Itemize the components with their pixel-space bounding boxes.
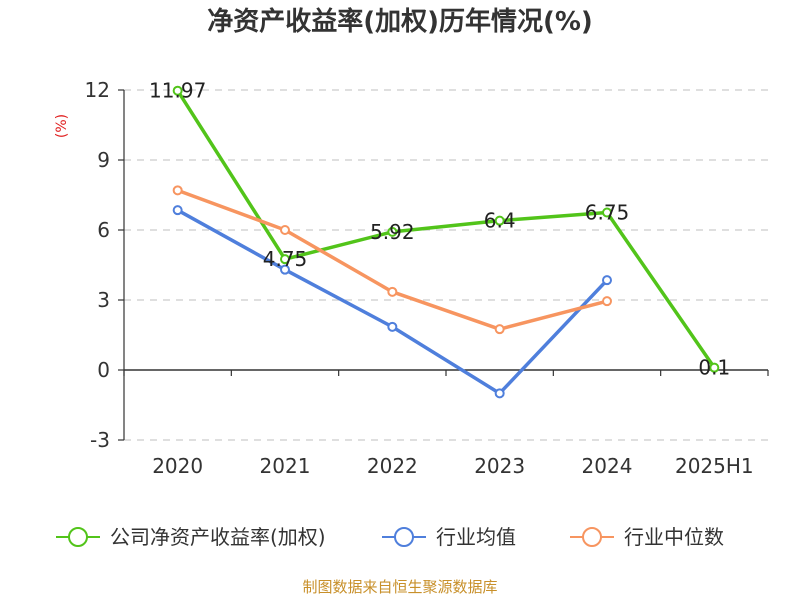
data-point[interactable] [172, 205, 183, 216]
data-point[interactable] [494, 388, 505, 399]
legend-swatch-marker[interactable] [582, 527, 602, 547]
data-label: 4.75 [263, 247, 308, 271]
series-line-0 [176, 89, 716, 369]
data-label: 5.92 [370, 220, 415, 244]
data-point[interactable] [280, 264, 290, 275]
data-label: 6.75 [585, 201, 630, 225]
y-tick-label: 0 [97, 358, 110, 382]
data-point[interactable] [494, 215, 505, 226]
x-tick-label: 2021 [260, 454, 311, 478]
x-tick-label: 2025H1 [675, 454, 754, 478]
data-labels: 11.97 4.75 5.92 6.4 6.75 0.1 [149, 79, 730, 380]
series-line-2 [177, 188, 608, 331]
data-point[interactable] [172, 85, 183, 96]
legend-label[interactable]: 行业中位数 [624, 525, 724, 549]
x-tick-label: 2020 [152, 454, 203, 478]
source-note: 制图数据来自恒生聚源数据库 [302, 578, 497, 596]
y-tick-label: 12 [85, 78, 110, 102]
legend-swatch-marker[interactable] [68, 527, 88, 547]
data-point[interactable] [280, 225, 290, 235]
y-tick-label: 9 [97, 148, 110, 172]
legend-swatch-marker[interactable] [394, 527, 414, 547]
data-point[interactable] [709, 362, 720, 373]
data-label: 11.97 [149, 79, 206, 103]
y-tick-label: 6 [97, 218, 110, 242]
chart-title: 净资产收益率(加权)历年情况(%) [207, 6, 593, 37]
data-point[interactable] [602, 207, 612, 218]
data-point[interactable] [387, 321, 398, 332]
series-lines [172, 85, 720, 399]
data-point[interactable] [494, 324, 505, 335]
data-label: 0.1 [698, 356, 730, 380]
data-point[interactable] [280, 254, 290, 265]
x-tick-label: 2023 [474, 454, 525, 478]
data-point[interactable] [172, 185, 183, 196]
y-tick-label: -3 [90, 428, 110, 452]
grid-lines [124, 89, 768, 441]
y-axis-unit: (%) [54, 114, 70, 138]
x-tick-label: 2022 [367, 454, 418, 478]
legend[interactable]: 公司净资产收益率(加权) 行业均值 行业中位数 [56, 525, 724, 549]
legend-label[interactable]: 公司净资产收益率(加权) [110, 525, 326, 549]
data-point[interactable] [387, 286, 398, 297]
y-tick-label: 3 [97, 288, 110, 312]
legend-label[interactable]: 行业均值 [436, 525, 516, 549]
data-point[interactable] [602, 296, 612, 307]
axes: 12 9 6 3 0 -3 2020 2021 2022 2023 2024 2025H1 [85, 78, 769, 478]
data-label: 6.4 [484, 209, 516, 233]
data-point[interactable] [602, 275, 612, 286]
data-point[interactable] [387, 226, 398, 237]
x-tick-label: 2024 [582, 454, 633, 478]
